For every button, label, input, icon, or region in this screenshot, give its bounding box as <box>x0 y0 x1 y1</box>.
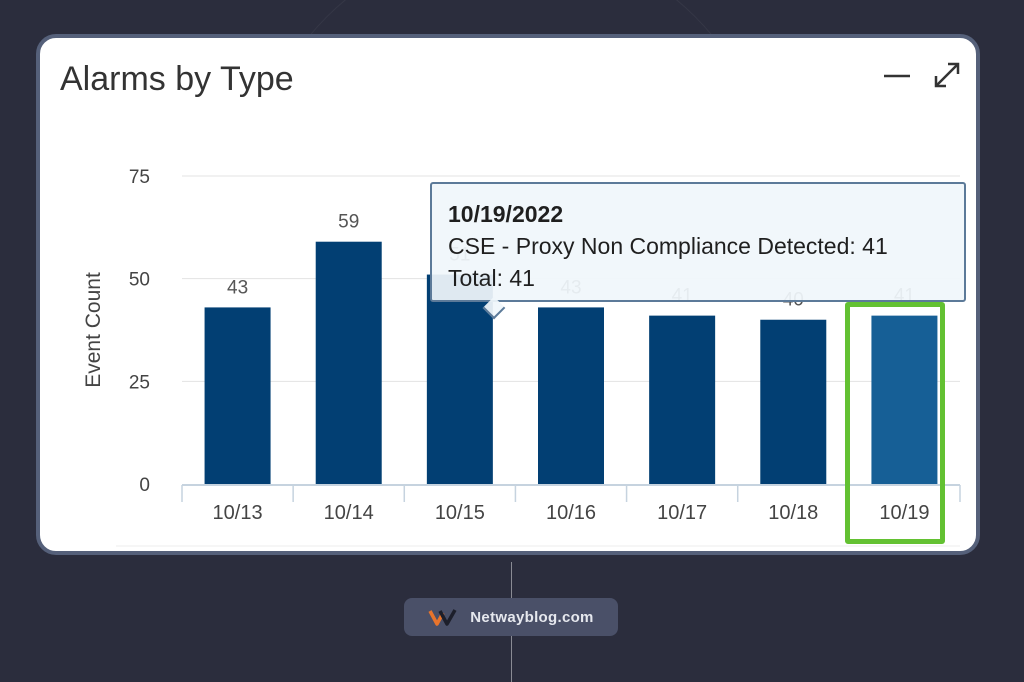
x-tick-label: 10/19 <box>879 502 929 524</box>
x-tick-label: 10/16 <box>546 502 596 524</box>
bar <box>649 315 716 484</box>
tooltip-series-line: CSE - Proxy Non Compliance Detected: 41 <box>448 233 888 259</box>
highlight-box <box>845 302 945 544</box>
bar <box>426 274 493 484</box>
x-tick-label: 10/18 <box>768 502 818 524</box>
expand-icon[interactable] <box>930 58 964 92</box>
data-label: 43 <box>227 277 248 298</box>
bar <box>538 307 604 484</box>
footer-text: Netwayblog.com <box>470 608 594 626</box>
tooltip-date: 10/19/2022 <box>448 201 564 227</box>
footer-badge[interactable]: Netwayblog.com <box>404 598 618 636</box>
x-tick-label: 10/14 <box>324 502 374 524</box>
bar <box>315 241 382 484</box>
minimize-icon[interactable] <box>882 68 912 88</box>
bar <box>760 319 827 484</box>
x-tick-label: 10/17 <box>657 502 707 524</box>
y-axis-label: Event Count <box>82 272 105 388</box>
tooltip-total-line: Total: 41 <box>448 265 535 291</box>
y-tick-label: 25 <box>129 372 150 393</box>
y-tick-label: 75 <box>129 167 150 188</box>
card-title: Alarms by Type <box>60 60 294 98</box>
data-label: 59 <box>338 212 359 233</box>
netwayblog-logo-icon <box>428 609 457 626</box>
chart-card: Alarms by Type 0 25 50 75 Event Count 43 10/13… <box>36 34 980 555</box>
x-tick-label: 10/15 <box>435 502 485 524</box>
y-tick-label: 0 <box>139 475 150 496</box>
y-tick-label: 50 <box>129 270 150 291</box>
chart-tooltip: 10/19/2022 CSE - Proxy Non Compliance De… <box>430 182 966 302</box>
bar <box>871 315 938 484</box>
x-tick-label: 10/13 <box>213 502 263 524</box>
bar <box>204 307 271 484</box>
